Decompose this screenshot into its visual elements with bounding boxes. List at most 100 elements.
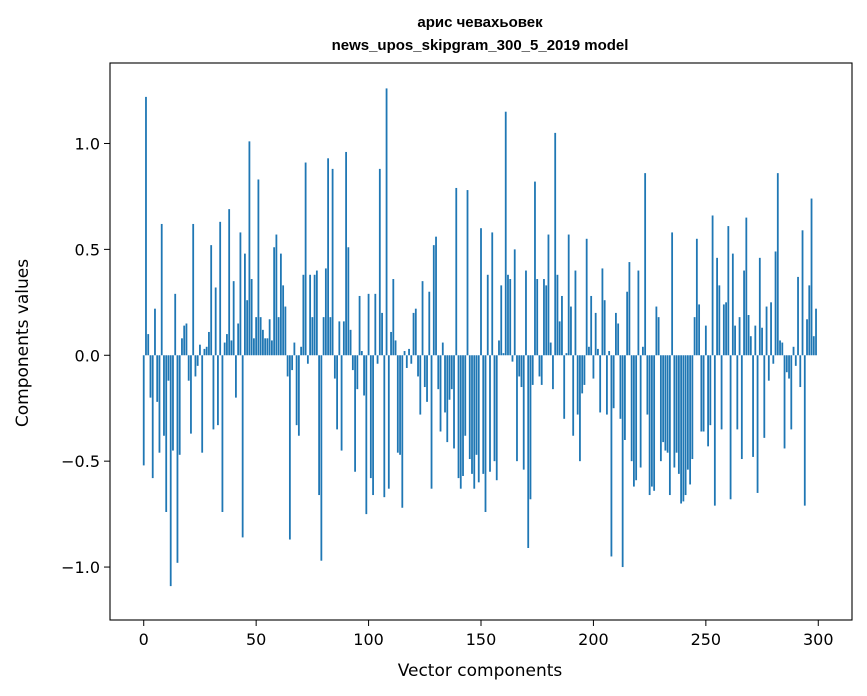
bar — [740, 355, 743, 460]
bar — [410, 355, 413, 364]
bar — [808, 285, 811, 356]
bar — [360, 351, 363, 356]
bar — [468, 355, 471, 460]
bar — [659, 355, 662, 462]
bar — [477, 355, 480, 483]
bar — [414, 308, 417, 356]
x-tick-label: 250 — [691, 630, 722, 649]
bar — [190, 355, 192, 434]
bar — [300, 346, 303, 356]
bar — [810, 198, 813, 356]
bar — [462, 355, 464, 476]
bar — [185, 323, 188, 356]
bar — [641, 346, 644, 356]
y-tick-label: −0.5 — [61, 452, 100, 471]
bar — [765, 306, 768, 356]
bar — [700, 355, 703, 432]
bar — [444, 355, 446, 413]
bar — [437, 355, 440, 390]
bar — [709, 355, 712, 426]
bar — [626, 291, 629, 356]
bar — [664, 355, 667, 451]
bar — [417, 355, 419, 377]
bar — [529, 355, 532, 500]
bar — [226, 334, 228, 356]
bar — [597, 348, 599, 356]
bar — [799, 355, 802, 388]
bar — [372, 355, 374, 496]
bar — [682, 355, 685, 502]
bar — [284, 306, 287, 356]
bar — [255, 317, 258, 356]
bar — [630, 355, 633, 462]
bar — [615, 312, 617, 356]
bar — [230, 340, 233, 356]
bar — [565, 353, 568, 356]
bar — [736, 355, 739, 430]
bar — [698, 304, 701, 356]
bar — [536, 279, 539, 356]
bar — [154, 308, 156, 356]
bar — [428, 291, 431, 356]
bar — [788, 355, 790, 379]
bar — [347, 247, 350, 356]
bar — [783, 355, 786, 449]
bar — [484, 355, 487, 512]
bar — [304, 162, 307, 356]
bar — [199, 344, 201, 356]
y-tick-label: 0.0 — [75, 346, 100, 365]
bar — [322, 317, 325, 356]
bar — [354, 355, 356, 472]
bar — [439, 355, 442, 432]
bar — [250, 279, 253, 356]
bar — [655, 306, 658, 356]
bar — [556, 274, 559, 356]
bar — [756, 355, 759, 493]
bar — [399, 355, 401, 455]
bar — [662, 355, 665, 443]
bar — [720, 355, 723, 430]
bar — [752, 355, 754, 457]
bar — [295, 355, 298, 426]
bar — [268, 319, 271, 356]
bar — [324, 268, 327, 356]
bar — [356, 355, 359, 390]
bar — [151, 355, 154, 479]
bar — [543, 279, 545, 356]
bar — [686, 355, 689, 470]
bar — [349, 329, 352, 356]
bar — [718, 285, 721, 356]
bar — [493, 355, 496, 462]
bar — [293, 342, 296, 356]
bar — [599, 355, 602, 413]
bar — [261, 329, 264, 356]
x-tick-label: 50 — [246, 630, 266, 649]
bar — [475, 355, 478, 455]
bar — [435, 236, 437, 356]
bar — [572, 355, 575, 436]
bar — [797, 276, 799, 356]
bar — [176, 355, 179, 563]
bar — [619, 355, 622, 419]
bar — [471, 355, 473, 474]
bar — [392, 279, 395, 356]
bar — [677, 355, 680, 474]
bar — [509, 279, 512, 356]
bar — [527, 355, 530, 548]
bar — [266, 338, 269, 356]
bar — [725, 302, 727, 356]
bar — [313, 274, 316, 356]
bar — [743, 270, 745, 356]
bar — [491, 232, 494, 356]
bar — [403, 351, 406, 356]
bar — [446, 355, 449, 443]
bar — [259, 317, 262, 356]
x-axis-label: Vector components — [398, 661, 563, 681]
bar — [385, 88, 388, 356]
bar — [219, 221, 222, 356]
bar — [608, 351, 611, 356]
bar — [208, 331, 210, 356]
bar — [666, 355, 669, 453]
bar — [457, 355, 460, 479]
bar — [554, 132, 557, 356]
